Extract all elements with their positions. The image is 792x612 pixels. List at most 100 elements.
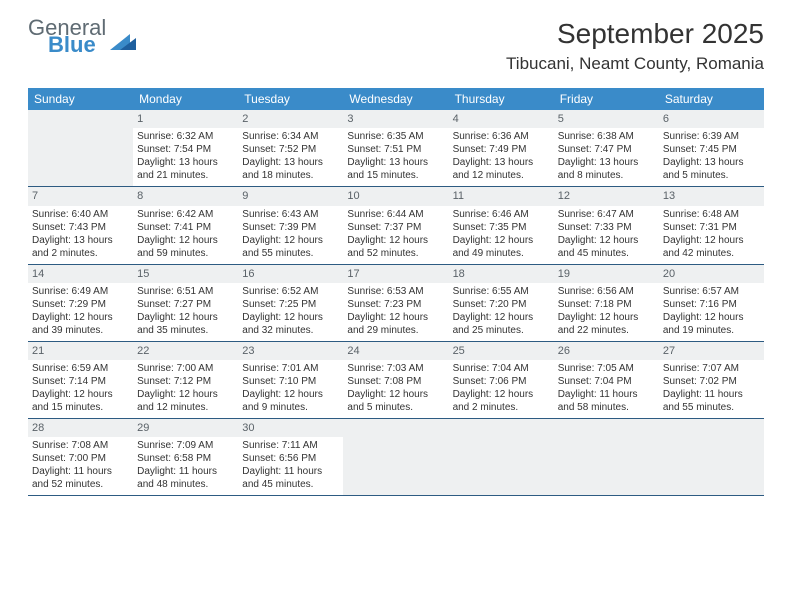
day-cell: 7Sunrise: 6:40 AMSunset: 7:43 PMDaylight… [28,187,133,263]
day-cell: 16Sunrise: 6:52 AMSunset: 7:25 PMDayligh… [238,265,343,341]
day-cell: 14Sunrise: 6:49 AMSunset: 7:29 PMDayligh… [28,265,133,341]
day-text-line: Sunrise: 6:56 AM [556,285,657,298]
day-cell: 25 Sunrise: 7:04 AMSunset: 7:06 PMDayligh… [449,342,554,418]
day-cell: 30Sunrise: 7:11 AMSunset: 6:56 PMDayligh… [238,419,343,495]
day-number: 4 [449,110,554,128]
day-text-line: and 55 minutes. [240,247,341,260]
day-text-line: and 52 minutes. [345,247,446,260]
day-of-week-header: Wednesday [343,88,448,110]
day-text-line: Sunrise: 7:04 AM [451,362,552,375]
day-text-line: Sunrise: 6:51 AM [135,285,236,298]
day-cell [554,419,659,495]
day-text-line: and 45 minutes. [556,247,657,260]
day-cell: 4Sunrise: 6:36 AMSunset: 7:49 PMDaylight… [449,110,554,186]
calendar: SundayMondayTuesdayWednesdayThursdayFrid… [28,88,764,496]
day-text-line: Daylight: 11 hours [135,465,236,478]
day-text-line: Sunrise: 6:57 AM [661,285,762,298]
day-number: 5 [554,110,659,128]
day-text-line: and 49 minutes. [451,247,552,260]
day-text-line: Daylight: 12 hours [661,234,762,247]
week-row: 28Sunrise: 7:08 AMSunset: 7:00 PMDayligh… [28,419,764,496]
day-text-line: and 8 minutes. [556,169,657,182]
day-text-line: and 9 minutes. [240,401,341,414]
day-text-line: Sunrise: 6:49 AM [30,285,131,298]
day-text-line: and 12 minutes. [451,169,552,182]
day-text-line: Daylight: 11 hours [240,465,341,478]
day-text-line: Sunrise: 6:46 AM [451,208,552,221]
day-cell [449,419,554,495]
day-text-line: Sunrise: 6:44 AM [345,208,446,221]
day-number: 22 [133,342,238,360]
day-cell [343,419,448,495]
day-text-line: and 19 minutes. [661,324,762,337]
day-text-line: Sunrise: 6:53 AM [345,285,446,298]
day-text-line: Sunset: 7:27 PM [135,298,236,311]
day-text-line: Sunrise: 6:35 AM [345,130,446,143]
day-text-line: Daylight: 12 hours [240,388,341,401]
logo-text: General Blue [28,18,106,56]
day-text-line: Daylight: 12 hours [661,311,762,324]
day-cell: 2 Sunrise: 6:34 AMSunset: 7:52 PMDaylight… [238,110,343,186]
day-cell: 10Sunrise: 6:44 AMSunset: 7:37 PMDayligh… [343,187,448,263]
day-text-line: Sunrise: 6:48 AM [661,208,762,221]
day-cell: 21Sunrise: 6:59 AMSunset: 7:14 PMDayligh… [28,342,133,418]
day-cell: 28Sunrise: 7:08 AMSunset: 7:00 PMDayligh… [28,419,133,495]
day-number: 2 [238,110,343,128]
day-text-line: Sunrise: 6:39 AM [661,130,762,143]
week-row: 14Sunrise: 6:49 AMSunset: 7:29 PMDayligh… [28,265,764,342]
day-text-line: Daylight: 12 hours [451,388,552,401]
day-cell: 29Sunrise: 7:09 AMSunset: 6:58 PMDayligh… [133,419,238,495]
title-block: September 2025 Tibucani, Neamt County, R… [506,18,764,74]
day-text-line: Daylight: 12 hours [345,311,446,324]
day-number: 6 [659,110,764,128]
logo-triangle-icon [110,28,136,50]
day-cell: 1Sunrise: 6:32 AMSunset: 7:54 PMDaylight… [133,110,238,186]
day-cell: 18Sunrise: 6:55 AMSunset: 7:20 PMDayligh… [449,265,554,341]
day-text-line: and 5 minutes. [661,169,762,182]
day-text-line: and 25 minutes. [451,324,552,337]
day-text-line: and 12 minutes. [135,401,236,414]
day-cell [28,110,133,186]
day-text-line: Daylight: 12 hours [30,388,131,401]
logo-blue: Blue [48,35,106,56]
day-text-line: Sunset: 7:23 PM [345,298,446,311]
day-number: 25 [449,342,554,360]
day-text-line: Daylight: 12 hours [451,311,552,324]
day-number: 1 [133,110,238,128]
day-text-line: Sunrise: 6:34 AM [240,130,341,143]
day-number: 16 [238,265,343,283]
day-text-line: Sunset: 7:54 PM [135,143,236,156]
day-cell [659,419,764,495]
day-text-line: Daylight: 12 hours [345,388,446,401]
day-text-line: Sunrise: 6:36 AM [451,130,552,143]
day-text-line: Sunrise: 7:07 AM [661,362,762,375]
day-text-line: Daylight: 13 hours [240,156,341,169]
day-text-line: and 22 minutes. [556,324,657,337]
day-cell: 6Sunrise: 6:39 AMSunset: 7:45 PMDaylight… [659,110,764,186]
day-text-line: and 59 minutes. [135,247,236,260]
day-text-line: Sunrise: 7:05 AM [556,362,657,375]
day-text-line: and 18 minutes. [240,169,341,182]
day-number: 3 [343,110,448,128]
logo: General Blue [28,18,136,56]
day-text-line: Sunset: 7:52 PM [240,143,341,156]
day-text-line: Daylight: 11 hours [556,388,657,401]
day-text-line: and 5 minutes. [345,401,446,414]
day-text-line: Sunset: 7:33 PM [556,221,657,234]
day-text-line: Daylight: 13 hours [556,156,657,169]
day-text-line: Sunset: 7:39 PM [240,221,341,234]
day-text-line: Sunrise: 7:03 AM [345,362,446,375]
day-text-line: Sunset: 7:37 PM [345,221,446,234]
day-text-line: and 21 minutes. [135,169,236,182]
day-text-line: and 45 minutes. [240,478,341,491]
day-of-week-header: Saturday [659,88,764,110]
day-text-line: Sunset: 7:06 PM [451,375,552,388]
location: Tibucani, Neamt County, Romania [506,54,764,74]
day-of-week-header: Sunday [28,88,133,110]
day-text-line: Sunset: 7:10 PM [240,375,341,388]
day-text-line: Sunset: 7:14 PM [30,375,131,388]
day-text-line: Sunrise: 6:59 AM [30,362,131,375]
day-cell: 5Sunrise: 6:38 AMSunset: 7:47 PMDaylight… [554,110,659,186]
day-text-line: Daylight: 13 hours [135,156,236,169]
day-text-line: and 15 minutes. [30,401,131,414]
